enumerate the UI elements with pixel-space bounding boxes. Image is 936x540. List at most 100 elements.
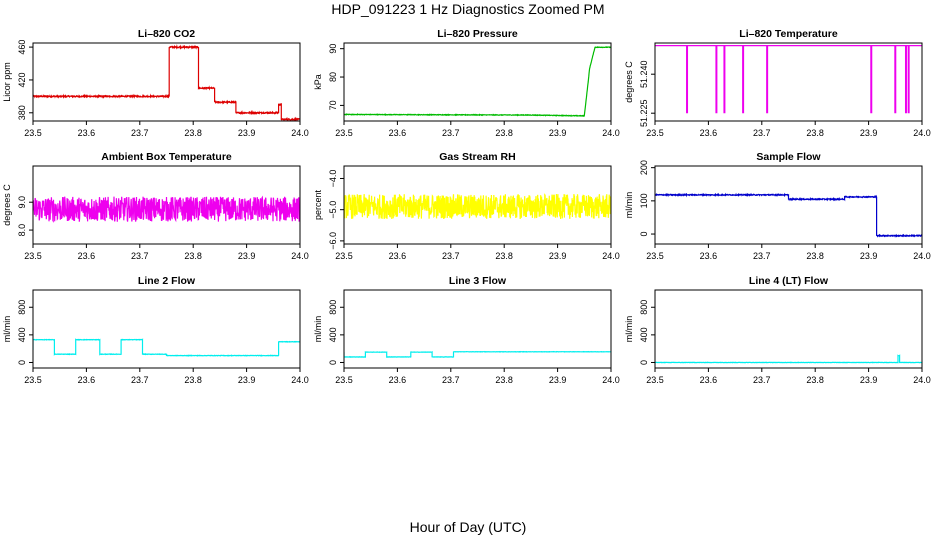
x-tick-label: 23.7 bbox=[753, 251, 771, 261]
page-title: HDP_091223 1 Hz Diagnostics Zoomed PM bbox=[331, 1, 605, 17]
x-tick-label: 23.9 bbox=[860, 375, 878, 385]
plot-frame bbox=[32, 165, 301, 245]
x-tick-label: 23.5 bbox=[335, 251, 353, 261]
y-tick-label: 200 bbox=[639, 160, 649, 175]
x-tick-label: 23.9 bbox=[549, 251, 567, 261]
x-tick-label: 23.9 bbox=[238, 375, 256, 385]
x-tick-label: 23.5 bbox=[24, 375, 42, 385]
panel-title: Gas Stream RH bbox=[439, 151, 515, 163]
panel-title: Li–820 CO2 bbox=[138, 28, 195, 40]
x-tick-label: 23.5 bbox=[24, 128, 42, 138]
y-tick-label: 70 bbox=[328, 100, 338, 110]
x-tick-label: 24.0 bbox=[602, 128, 620, 138]
panel-4: Ambient Box Temperature degrees C 23.5 23.6… bbox=[2, 151, 309, 261]
y-tick-label: 0 bbox=[328, 360, 338, 365]
y-tick-label: 9.0 bbox=[17, 196, 27, 209]
x-tick-label: 23.5 bbox=[646, 251, 664, 261]
y-tick-label: 800 bbox=[328, 300, 338, 315]
y-axis-label: Licor ppm bbox=[2, 62, 12, 102]
x-tick-label: 23.9 bbox=[549, 375, 567, 385]
x-tick-label: 23.6 bbox=[700, 128, 718, 138]
plot-frame bbox=[32, 289, 301, 369]
y-tick-label: 460 bbox=[17, 40, 27, 55]
y-tick-label: 8.0 bbox=[17, 224, 27, 237]
series-line-1 bbox=[344, 350, 611, 358]
panel-1: Li–820 CO2 Licor ppm 23.5 23.6 23.7 23.8 23.9 2… bbox=[2, 28, 309, 138]
x-tick-label: 24.0 bbox=[291, 251, 309, 261]
x-tick-label: 23.9 bbox=[860, 251, 878, 261]
panel-5: Gas Stream RH percent 23.5 23.6 23.7 23.8 23.9… bbox=[313, 151, 620, 261]
panel-title: Sample Flow bbox=[756, 151, 821, 163]
plot-frame bbox=[32, 42, 301, 122]
panel-title: Line 3 Flow bbox=[449, 275, 507, 287]
y-axis-label: ml/min bbox=[2, 316, 12, 343]
y-tick-label: 80 bbox=[328, 72, 338, 82]
x-tick-label: 23.9 bbox=[860, 128, 878, 138]
x-tick-label: 23.7 bbox=[131, 128, 149, 138]
x-tick-label: 23.9 bbox=[238, 128, 256, 138]
x-tick-label: 23.5 bbox=[646, 128, 664, 138]
x-tick-label: 23.6 bbox=[78, 128, 96, 138]
series-line-1 bbox=[33, 44, 300, 121]
plot-frame bbox=[654, 289, 923, 369]
panel-8: Line 3 Flow ml/min 23.5 23.6 23.7 23.8 23.9 24.… bbox=[313, 275, 620, 385]
y-tick-label: 0 bbox=[639, 232, 649, 237]
x-tick-label: 23.6 bbox=[700, 251, 718, 261]
x-tick-label: 23.9 bbox=[238, 251, 256, 261]
x-tick-label: 23.9 bbox=[549, 128, 567, 138]
y-axis-label: degrees C bbox=[2, 184, 12, 226]
series-line-1 bbox=[655, 354, 922, 364]
panel-title: Line 2 Flow bbox=[138, 275, 196, 287]
y-tick-label: 400 bbox=[328, 327, 338, 342]
y-tick-label: 380 bbox=[17, 105, 27, 120]
x-tick-label: 24.0 bbox=[913, 375, 931, 385]
x-tick-label: 24.0 bbox=[602, 375, 620, 385]
series-line-1 bbox=[344, 193, 611, 220]
y-axis-label: degrees C bbox=[624, 61, 634, 103]
series-line-1 bbox=[344, 45, 611, 118]
y-tick-label: 400 bbox=[17, 327, 27, 342]
plot-frame bbox=[343, 289, 612, 369]
y-tick-label: −6.0 bbox=[328, 232, 338, 250]
y-axis-label: kPa bbox=[313, 74, 323, 90]
x-tick-label: 23.6 bbox=[389, 375, 407, 385]
x-tick-label: 23.8 bbox=[184, 128, 202, 138]
y-tick-label: 100 bbox=[639, 193, 649, 208]
x-tick-label: 24.0 bbox=[602, 251, 620, 261]
x-tick-label: 23.7 bbox=[442, 375, 460, 385]
y-axis-label: percent bbox=[313, 189, 323, 220]
panel-3: Li–820 Temperature degrees C 23.5 23.6 23.7 2… bbox=[624, 28, 931, 138]
y-axis-label: ml/min bbox=[624, 192, 634, 219]
x-tick-label: 24.0 bbox=[291, 375, 309, 385]
x-tick-label: 23.5 bbox=[335, 128, 353, 138]
y-tick-label: 800 bbox=[639, 300, 649, 315]
panel-7: Line 2 Flow ml/min 23.5 23.6 23.7 23.8 23.9 24.… bbox=[2, 275, 309, 385]
x-tick-label: 23.6 bbox=[389, 251, 407, 261]
x-tick-label: 23.5 bbox=[24, 251, 42, 261]
series-line-1 bbox=[33, 338, 300, 357]
x-tick-label: 23.7 bbox=[131, 251, 149, 261]
plot-frame bbox=[343, 165, 612, 245]
x-tick-label: 23.8 bbox=[184, 375, 202, 385]
x-axis-label: Hour of Day (UTC) bbox=[409, 519, 527, 535]
x-tick-label: 23.8 bbox=[495, 128, 513, 138]
plot-frame bbox=[654, 42, 923, 122]
panel-2: Li–820 Pressure kPa 23.5 23.6 23.7 23.8 23.9 24… bbox=[313, 28, 620, 138]
x-tick-label: 23.8 bbox=[806, 375, 824, 385]
x-tick-label: 23.5 bbox=[646, 375, 664, 385]
x-tick-label: 23.6 bbox=[78, 375, 96, 385]
series-line-1 bbox=[33, 195, 300, 223]
panel-9: Line 4 (LT) Flow ml/min 23.5 23.6 23.7 23.8 23… bbox=[624, 275, 931, 385]
x-tick-label: 23.8 bbox=[495, 251, 513, 261]
x-tick-label: 23.7 bbox=[442, 251, 460, 261]
x-tick-label: 23.7 bbox=[753, 375, 771, 385]
plot-frame bbox=[343, 42, 612, 122]
x-tick-label: 23.6 bbox=[389, 128, 407, 138]
x-tick-label: 23.8 bbox=[806, 251, 824, 261]
x-tick-label: 23.6 bbox=[700, 375, 718, 385]
x-tick-label: 23.8 bbox=[495, 375, 513, 385]
y-tick-label: 90 bbox=[328, 44, 338, 54]
plot-frame bbox=[654, 165, 923, 245]
y-axis-label: ml/min bbox=[624, 316, 634, 343]
